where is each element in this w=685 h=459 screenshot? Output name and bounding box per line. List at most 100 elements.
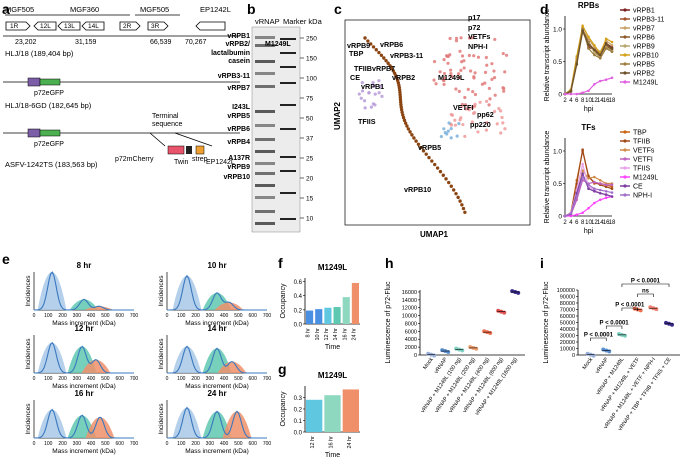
series-point (581, 24, 584, 28)
umap-point (488, 97, 492, 101)
umap-point (467, 36, 472, 40)
series-point (598, 198, 602, 202)
series-point (587, 177, 590, 180)
x-tick-label: 24 hr (347, 436, 353, 449)
significance-bracket (621, 283, 670, 287)
x-tick-label: 400 (87, 313, 96, 319)
series-point (581, 27, 584, 31)
series-point (581, 175, 584, 179)
histogram-peak (37, 409, 67, 438)
gel-band-sample (255, 60, 275, 63)
panel-label-a: a (2, 1, 10, 17)
bar-14-hr (333, 307, 341, 324)
umap-point (456, 195, 460, 200)
umap-point (408, 130, 412, 134)
umap-point (359, 96, 363, 100)
umap-label-vetfi: VETFI (453, 103, 473, 112)
y-tick-label: 10000 (560, 347, 575, 353)
gel-label-vrpb4: vRPB4 (227, 139, 250, 146)
umap-point (485, 99, 489, 103)
x-axis-label: hpi (584, 106, 594, 113)
series-point (569, 214, 573, 218)
label-p72egfp-2: p72eGFP (34, 141, 64, 148)
data-point (502, 310, 507, 315)
y-axis-label: Incidences (25, 338, 32, 370)
series-point (581, 29, 584, 33)
histogram-peak (37, 342, 67, 373)
umap-point (445, 54, 449, 58)
x-axis-label: Time (325, 344, 340, 351)
x-tick-label: 10 (585, 220, 592, 226)
gel-band-sample (255, 110, 275, 113)
series-point (604, 190, 608, 193)
histogram-fit-curve (166, 274, 267, 311)
umap-point (500, 115, 504, 120)
umap-point (492, 75, 497, 80)
x-tick-label: 500 (234, 313, 243, 319)
bar-24-hr (342, 389, 359, 432)
x-tick-label: 0 (166, 376, 169, 382)
gel-label-lactalbumin: lactalbumin (211, 50, 250, 57)
umap-point (466, 87, 470, 91)
umap-point (434, 82, 438, 86)
gel-band-marker (280, 218, 296, 220)
gene-label-13l: 13L (64, 23, 75, 30)
x-tick-label: 12 hr (310, 436, 316, 449)
umap-point (467, 108, 471, 112)
legend-label-vrpb5: vRPB5 (633, 62, 655, 69)
histogram-fit-curve (33, 408, 134, 439)
series-point (587, 187, 590, 190)
y-tick-label: 1.0 (553, 27, 562, 34)
bar-8-hr (306, 310, 314, 324)
umap-point (449, 184, 453, 188)
x-tick-label: 2 (563, 98, 567, 104)
x-axis-label: Mass increment (kDa) (185, 320, 249, 327)
panel-g: g M1249L 0.0 0.1 0.2 0.3 12 hr 16 hr 24 hr Time O… (278, 361, 360, 459)
legend-label-vrpb6: vRPB6 (633, 35, 655, 42)
umap-label-vrpb1: vRPB1 (361, 82, 384, 91)
umap-point (450, 74, 454, 79)
umap-point (379, 53, 384, 57)
data-point (607, 349, 612, 354)
umap-point (398, 97, 403, 102)
series-point (575, 195, 579, 198)
x-axis-label: Mass increment (kDa) (52, 448, 116, 455)
x-axis-label: Mass increment (kDa) (185, 448, 249, 455)
gel-label-vrpb10: vRPB10 (224, 174, 251, 181)
umap-point (410, 133, 414, 137)
x-tick-label: 12 (591, 98, 598, 104)
x-tick-label: 8 (581, 98, 585, 104)
series-point (581, 162, 584, 166)
umap-point (398, 93, 402, 97)
umap-point (463, 134, 467, 139)
umap-point (502, 89, 506, 93)
umap-point (432, 78, 436, 82)
series-point (575, 182, 579, 185)
gel-band-marker (280, 52, 296, 54)
series-point (593, 190, 596, 193)
umap-point (473, 92, 478, 97)
x-tick-label: 700 (263, 313, 272, 319)
marker-label-100: 100 (306, 76, 317, 83)
umap-point (460, 54, 465, 58)
bar-16-hr (342, 297, 350, 324)
data-point (432, 353, 437, 358)
umap-point (435, 166, 440, 170)
umap-label-tfiis: TFIIS (358, 117, 376, 126)
umap-point (424, 152, 428, 156)
series-point (610, 185, 614, 189)
legend-marker (623, 157, 627, 161)
x-tick-label: 4 (569, 220, 573, 226)
umap-point (373, 103, 377, 107)
x-tick-label: 16 hr (329, 436, 335, 449)
y-tick-label: 4000 (405, 337, 417, 343)
series-point (610, 191, 614, 194)
umap-point (457, 75, 461, 80)
gel-band-marker (280, 192, 296, 194)
umap-point (469, 69, 473, 73)
y-axis-label: Occupancy (280, 391, 287, 427)
series-point (604, 47, 608, 50)
position-66539: 66,539 (150, 39, 172, 46)
significance-label: P < 0.0001 (584, 333, 614, 339)
